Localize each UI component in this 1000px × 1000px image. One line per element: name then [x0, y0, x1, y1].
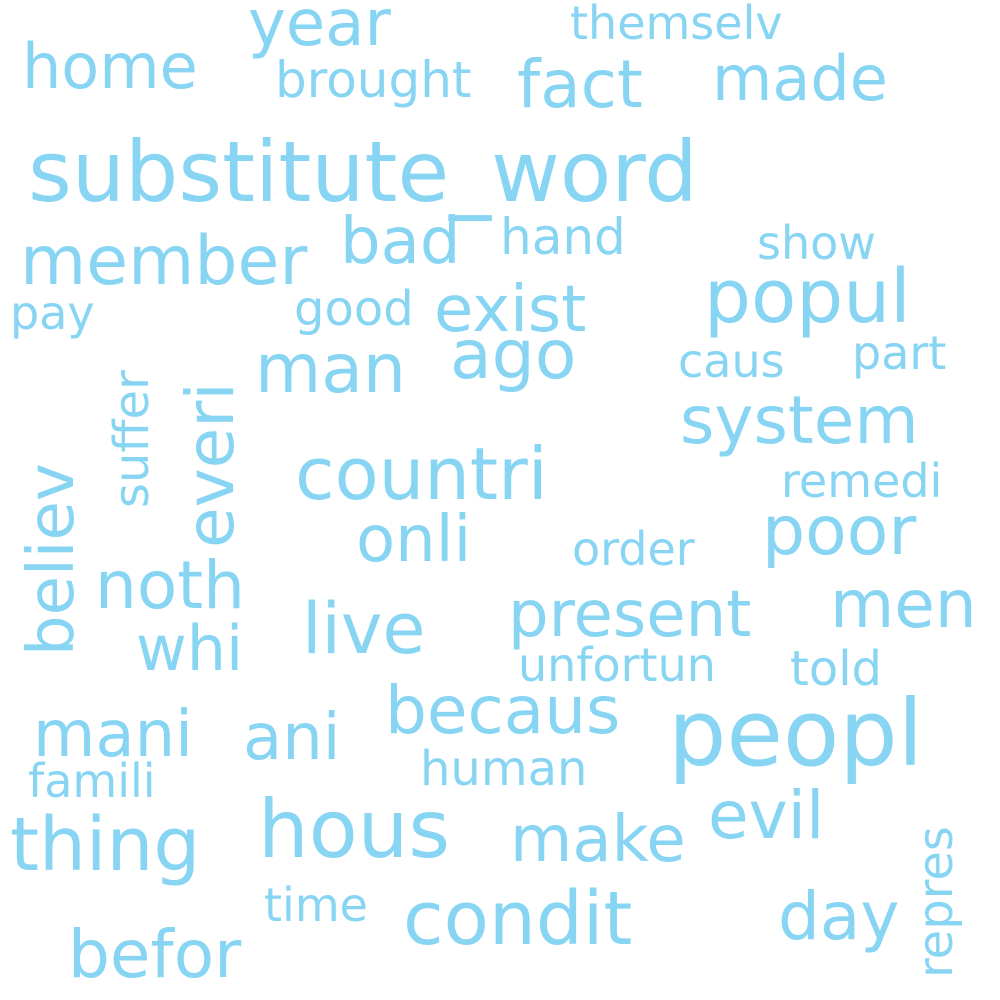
word-believ: believ — [15, 463, 89, 656]
word-present: present — [508, 578, 752, 652]
word-man: man — [255, 330, 407, 409]
word-made: made — [712, 42, 888, 115]
word-themselv: themselv — [570, 0, 783, 50]
word-caus: caus — [678, 334, 785, 388]
word-poor: poor — [762, 492, 917, 571]
word-men: men — [830, 566, 977, 643]
word-home: home — [22, 30, 198, 103]
word-hand: hand — [500, 208, 626, 266]
word-good: good — [294, 281, 414, 337]
word-repres: repres — [908, 826, 964, 978]
word-part: part — [852, 326, 947, 380]
word-popul: popul — [704, 254, 911, 340]
word-condit: condit — [403, 876, 633, 962]
word-thing: thing — [10, 802, 201, 888]
word-bad: bad — [340, 205, 461, 279]
word-noth: noth — [95, 547, 245, 624]
word-ani: ani — [243, 701, 341, 775]
word-remedi: remedi — [781, 454, 943, 508]
word-brought: brought — [275, 51, 472, 109]
word-live: live — [302, 588, 426, 670]
word-exist: exist — [434, 273, 587, 347]
word-famili: famili — [28, 754, 156, 808]
word-pay: pay — [10, 286, 95, 340]
word-becaus: becaus — [385, 672, 621, 749]
word-substitute-word: substitute_word — [28, 123, 698, 221]
word-system: system — [680, 382, 919, 459]
word-time: time — [264, 878, 368, 932]
word-onli: onli — [356, 503, 472, 577]
word-fact: fact — [517, 46, 643, 123]
word-told: told — [790, 641, 882, 697]
word-day: day — [778, 878, 900, 955]
word-peopl: peopl — [668, 680, 924, 787]
word-suffer: suffer — [104, 370, 160, 508]
word-evil: evil — [708, 777, 825, 854]
word-order: order — [572, 522, 695, 576]
word-countri: countri — [295, 432, 548, 516]
word-show: show — [757, 216, 876, 270]
word-everi: everi — [172, 382, 249, 548]
word-befor: befor — [68, 916, 242, 993]
word-mani: mani — [33, 698, 193, 772]
word-hous: hous — [258, 783, 451, 876]
word-unfortun: unfortun — [518, 638, 716, 692]
word-ago: ago — [450, 316, 577, 395]
word-human: human — [420, 741, 588, 797]
word-year: year — [248, 0, 391, 61]
word-make: make — [510, 803, 686, 877]
word-member: member — [20, 222, 308, 301]
word-whi: whi — [136, 612, 244, 685]
